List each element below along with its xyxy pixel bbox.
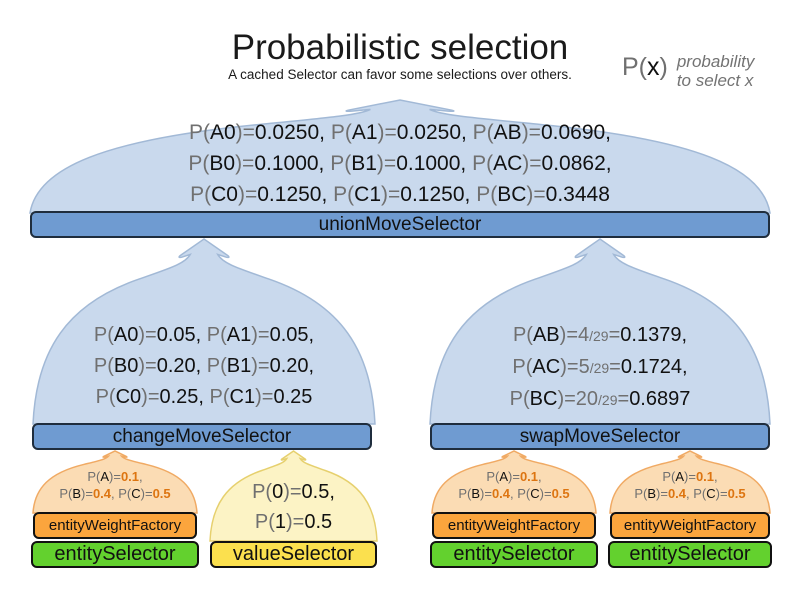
legend-description: probability to select x <box>676 52 755 90</box>
change-move-selector-bar: changeMoveSelector <box>32 423 372 450</box>
prob-line: P(AB)=4/29=0.1379, <box>512 324 688 346</box>
entity-weight-factory-bar-3: entityWeightFactory <box>610 512 770 539</box>
change-probabilities: P(A0)=0.05, P(A1)=0.05, P(B0)=0.20, P(B1… <box>33 320 375 413</box>
entity-selector-bar-3: entitySelector <box>608 541 772 568</box>
prob-line: P(A)=0.1, <box>662 469 718 484</box>
entity-selector-bar-2: entitySelector <box>430 541 598 568</box>
entity-selector-bar-1: entitySelector <box>31 541 199 568</box>
prob-line: P(A)=0.1, <box>486 469 542 484</box>
entity-weight-probabilities-3: P(A)=0.1, P(B)=0.4, P(C)=0.5 <box>608 469 772 502</box>
prob-line: P(BC)=20/29=0.6897 <box>509 388 691 410</box>
prob-line: P(B)=0.4, P(C)=0.5 <box>634 485 746 501</box>
prob-line: P(B0)=0.20, P(B1)=0.20, <box>93 355 315 377</box>
prob-line: P(B)=0.4, P(C)=0.5 <box>458 485 570 501</box>
prob-line: P(B0)=0.1000, P(B1)=0.1000, P(AC)=0.0862… <box>188 152 612 175</box>
value-probabilities: P(0)=0.5, P(1)=0.5 <box>210 477 377 537</box>
prob-line: P(C0)=0.1250, P(C1)=0.1250, P(BC)=0.3448 <box>190 183 610 206</box>
entity-weight-probabilities-2: P(A)=0.1, P(B)=0.4, P(C)=0.5 <box>432 469 596 502</box>
swap-probabilities: P(AB)=4/29=0.1379, P(AC)=5/29=0.1724, P(… <box>430 320 770 416</box>
entity-weight-probabilities-1: P(A)=0.1, P(B)=0.4, P(C)=0.5 <box>33 469 197 502</box>
entity-weight-factory-bar-1: entityWeightFactory <box>33 512 197 539</box>
swap-move-selector-bar: swapMoveSelector <box>430 423 770 450</box>
prob-line: P(C0)=0.25, P(C1)=0.25 <box>95 386 313 408</box>
probability-legend: P(x) probability to select x <box>622 52 754 90</box>
prob-line: P(A0)=0.05, P(A1)=0.05, <box>93 324 315 346</box>
prob-line: P(AC)=5/29=0.1724, <box>512 356 688 378</box>
prob-line: P(1)=0.5 <box>254 511 333 533</box>
page-title: Probabilistic selection <box>231 28 569 67</box>
union-move-selector-bar: unionMoveSelector <box>30 211 770 238</box>
value-selector-bar: valueSelector <box>210 541 377 568</box>
union-probabilities: P(A0)=0.0250, P(A1)=0.0250, P(AB)=0.0690… <box>60 117 740 210</box>
page-subtitle: A cached Selector can favor some selecti… <box>228 67 572 82</box>
legend-symbol: P(x) <box>622 53 668 81</box>
prob-line: P(B)=0.4, P(C)=0.5 <box>59 485 171 501</box>
prob-line: P(A)=0.1, <box>87 469 143 484</box>
prob-line: P(A0)=0.0250, P(A1)=0.0250, P(AB)=0.0690… <box>188 121 612 144</box>
entity-weight-factory-bar-2: entityWeightFactory <box>432 512 596 539</box>
prob-line: P(0)=0.5, <box>252 481 335 503</box>
